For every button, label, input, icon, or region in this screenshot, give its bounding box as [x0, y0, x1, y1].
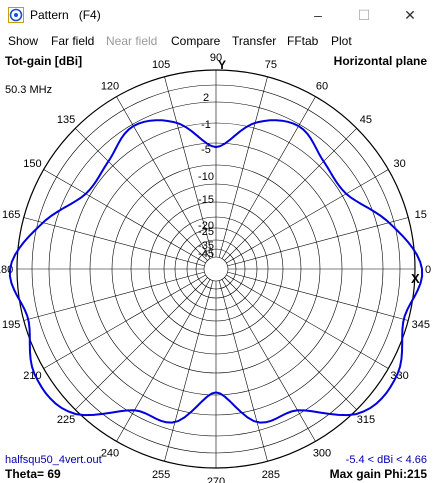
close-icon: ✕	[404, 6, 416, 23]
title-bar: Pattern (F4) – ☐ ✕	[0, 0, 433, 30]
maximize-icon: ☐	[357, 6, 371, 23]
grid-spoke	[221, 96, 316, 259]
minimize-button[interactable]: –	[295, 0, 341, 30]
grid-spoke	[218, 280, 268, 462]
grid-spoke	[43, 274, 206, 369]
menu-bar: Show Far field Near field Compare Transf…	[0, 31, 433, 51]
radial-labels: 2 -1 -5 -10 -15 -20-25 -35-45	[198, 92, 214, 260]
angle-tick-label: 45	[360, 114, 372, 126]
radial-tick-label: -25	[198, 226, 214, 238]
grid-ring	[203, 256, 229, 282]
grid-spoke	[116, 279, 211, 442]
menu-plot[interactable]: Plot	[331, 34, 352, 48]
grid-spoke	[164, 76, 214, 258]
angle-tick-label: 0	[425, 264, 431, 276]
angle-tick-label: 30	[393, 158, 405, 170]
grid-spoke	[23, 271, 205, 321]
angle-tick-label: 270	[207, 476, 225, 483]
angle-tick-label: 135	[57, 114, 75, 126]
polar-chart: 0153045607590105120135150165180195210225…	[0, 52, 431, 483]
radial-tick-label: -5	[201, 144, 211, 156]
angle-tick-label: 60	[316, 80, 328, 92]
theta-label: Theta= 69	[5, 467, 61, 481]
menu-transfer[interactable]: Transfer	[232, 34, 277, 48]
angle-tick-label: 75	[265, 59, 277, 71]
angle-tick-label: 255	[152, 469, 170, 481]
angle-tick-label: 315	[357, 414, 375, 426]
angle-tick-label: 345	[412, 319, 430, 331]
x-axis-label: X	[411, 271, 420, 286]
pattern-plot-area[interactable]: Tot-gain [dBi] Horizontal plane 50.3 MHz…	[0, 51, 433, 483]
minimize-icon: –	[314, 7, 322, 23]
angle-tick-label: 240	[101, 448, 119, 460]
gain-range-label: -5.4 < dBi < 4.66	[345, 454, 427, 466]
plane-label: Horizontal plane	[333, 54, 427, 68]
polar-grid	[16, 69, 416, 469]
grid-spoke	[43, 169, 206, 264]
angle-tick-label: 330	[390, 370, 408, 382]
filename-label: halfsqu50_4vert.out	[5, 454, 102, 466]
angle-tick-label: 150	[23, 158, 41, 170]
grid-spoke	[224, 128, 357, 261]
radial-tick-label: -15	[198, 194, 214, 206]
grid-spoke	[23, 217, 205, 267]
radial-tick-label: -1	[201, 119, 211, 131]
grid-spoke	[116, 96, 211, 259]
angle-tick-label: 15	[415, 209, 427, 221]
grid-spoke	[75, 128, 208, 261]
frequency-label: 50.3 MHz	[5, 84, 53, 96]
angle-tick-label: 300	[313, 448, 331, 460]
max-gain-label: Max gain Phi:215	[329, 467, 427, 481]
angle-tick-label: 90	[210, 52, 222, 64]
radial-tick-label: 2	[203, 92, 209, 104]
angle-tick-label: 225	[57, 414, 75, 426]
close-button[interactable]: ✕	[387, 0, 433, 30]
menu-near-field[interactable]: Near field	[106, 34, 158, 48]
grid-spoke	[224, 277, 357, 410]
radial-tick-label: -45	[198, 248, 214, 260]
y-axis-label: Y	[218, 58, 226, 72]
angle-labels: 0153045607590105120135150165180195210225…	[0, 52, 431, 483]
grid-spoke	[164, 280, 214, 462]
menu-fftab[interactable]: FFtab	[287, 34, 319, 48]
angle-tick-label: 165	[2, 209, 20, 221]
gain-label: Tot-gain [dBi]	[5, 54, 83, 68]
menu-show[interactable]: Show	[8, 34, 39, 48]
grid-spoke	[218, 76, 268, 258]
angle-tick-label: 120	[101, 80, 119, 92]
angle-tick-label: 285	[262, 469, 280, 481]
menu-compare[interactable]: Compare	[171, 34, 221, 48]
grid-spoke	[227, 271, 409, 321]
grid-spoke	[75, 277, 208, 410]
window-title: Pattern (F4)	[30, 8, 101, 22]
pattern-series-line	[8, 119, 424, 424]
grid-spoke	[226, 274, 389, 369]
grid-spoke	[226, 169, 389, 264]
radial-tick-label: -10	[198, 171, 214, 183]
grid-spoke	[227, 217, 409, 267]
angle-tick-label: 195	[2, 319, 20, 331]
angle-tick-label: 210	[23, 370, 41, 382]
grid-spoke	[221, 279, 316, 442]
radial-tick-label: -35	[198, 240, 214, 252]
menu-far-field[interactable]: Far field	[51, 34, 95, 48]
angle-tick-label: 105	[152, 59, 170, 71]
app-icon	[8, 7, 24, 23]
maximize-button[interactable]: ☐	[341, 0, 387, 30]
radial-tick-label: -20	[198, 220, 214, 232]
